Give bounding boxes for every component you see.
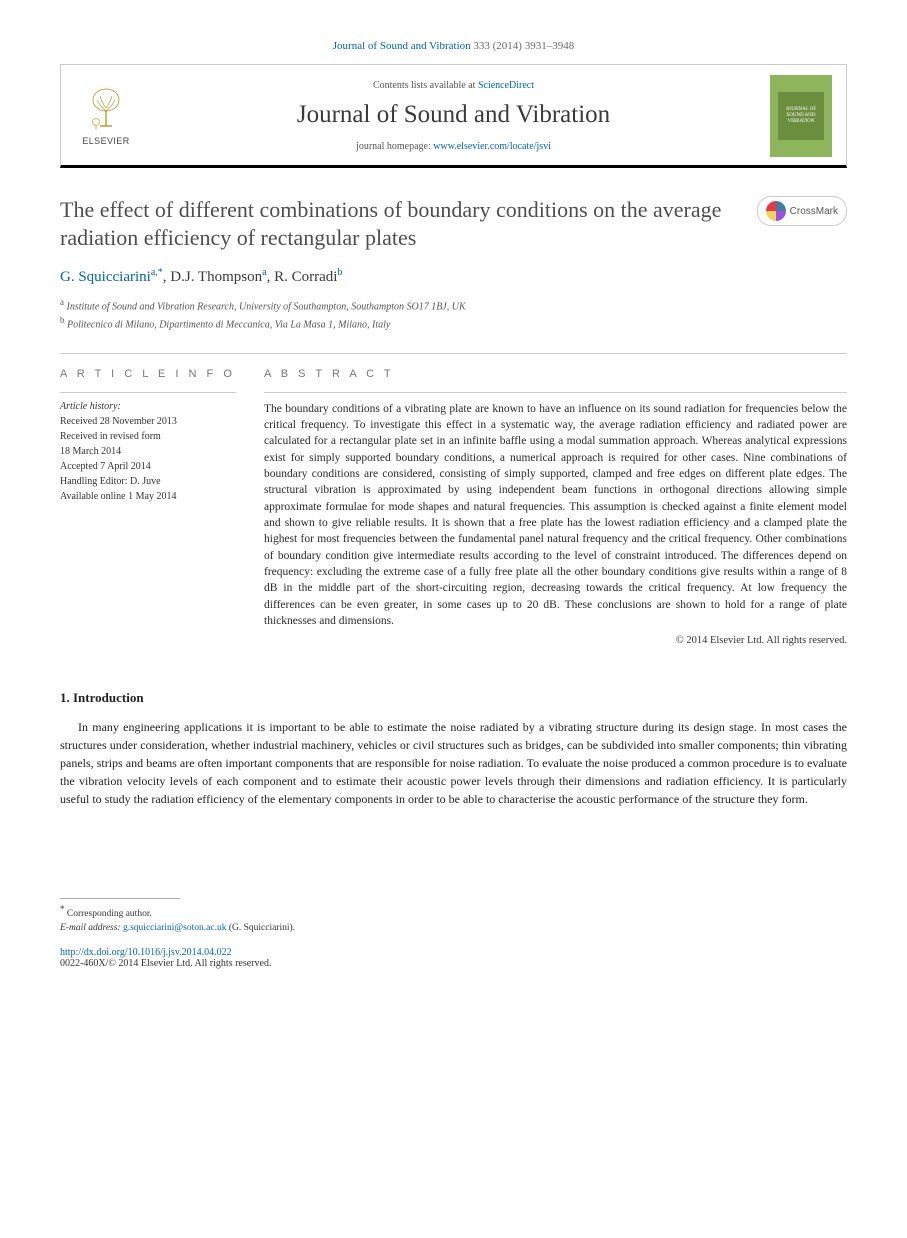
abstract-label: A B S T R A C T: [264, 368, 847, 380]
article-history: Received 28 November 2013 Received in re…: [60, 414, 236, 504]
top-citation: Journal of Sound and Vibration 333 (2014…: [60, 40, 847, 52]
citation-vol: 333 (2014) 3931–3948: [473, 40, 574, 52]
corr-email-link[interactable]: g.squicciarini@soton.ac.uk: [123, 923, 226, 933]
elsevier-logo: ELSEVIER: [75, 80, 137, 152]
journal-cover-thumb: JOURNAL OF SOUND AND VIBRATION: [770, 75, 832, 157]
citation-journal-link[interactable]: Journal of Sound and Vibration: [333, 40, 471, 52]
article-title: The effect of different combinations of …: [60, 196, 741, 251]
homepage-line: journal homepage: www.elsevier.com/locat…: [151, 141, 756, 152]
section-1-body: In many engineering applications it is i…: [60, 718, 847, 808]
divider: [60, 353, 847, 354]
elsevier-tree-icon: [82, 86, 130, 134]
info-divider: [60, 392, 236, 393]
history-label: Article history:: [60, 401, 236, 412]
doi-link[interactable]: http://dx.doi.org/10.1016/j.jsv.2014.04.…: [60, 947, 232, 958]
sciencedirect-link[interactable]: ScienceDirect: [478, 80, 534, 91]
journal-cover-text: JOURNAL OF SOUND AND VIBRATION: [778, 92, 824, 140]
crossmark-icon: [766, 201, 786, 221]
abstract-divider: [264, 392, 847, 393]
elsevier-name: ELSEVIER: [82, 136, 129, 146]
section-1-heading: 1. Introduction: [60, 690, 847, 706]
homepage-link[interactable]: www.elsevier.com/locate/jsvi: [433, 141, 551, 152]
authors: G. Squicciarinia,*, D.J. Thompsona, R. C…: [60, 267, 847, 286]
article-info-column: A R T I C L E I N F O Article history: R…: [60, 368, 236, 647]
crossmark-badge[interactable]: CrossMark: [757, 196, 847, 226]
journal-header: ELSEVIER Contents lists available at Sci…: [60, 64, 847, 168]
crossmark-label: CrossMark: [790, 206, 838, 217]
journal-name: Journal of Sound and Vibration: [151, 101, 756, 129]
issn-line: 0022-460X/© 2014 Elsevier Ltd. All right…: [60, 958, 847, 969]
abstract-column: A B S T R A C T The boundary conditions …: [264, 368, 847, 647]
abstract-text: The boundary conditions of a vibrating p…: [264, 401, 847, 630]
affiliations: a Institute of Sound and Vibration Resea…: [60, 296, 847, 333]
corresponding-footnote: * Corresponding author. E-mail address: …: [60, 903, 847, 935]
author-1[interactable]: G. Squicciarini: [60, 269, 151, 285]
doi-block: http://dx.doi.org/10.1016/j.jsv.2014.04.…: [60, 947, 847, 969]
footnote-divider: [60, 898, 180, 899]
article-info-label: A R T I C L E I N F O: [60, 368, 236, 380]
copyright-line: © 2014 Elsevier Ltd. All rights reserved…: [264, 635, 847, 646]
contents-line: Contents lists available at ScienceDirec…: [151, 80, 756, 91]
